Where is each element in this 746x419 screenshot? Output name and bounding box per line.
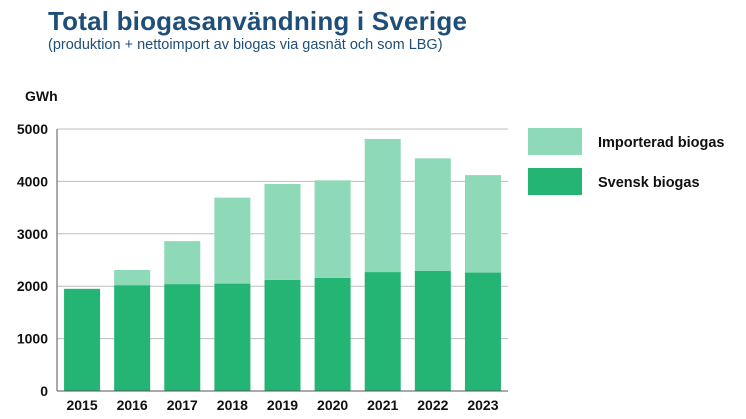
bar-importerad-biogas bbox=[414, 158, 451, 272]
axes: GWh 0 1000 2000 3000 4000 5000 2015 2016 2017 2018… bbox=[17, 88, 508, 413]
bar-importerad-biogas bbox=[464, 175, 501, 273]
bar-importerad-biogas bbox=[314, 180, 351, 278]
legend-importerad-biogas-label: Importerad biogas bbox=[598, 135, 725, 151]
x-tick-label: 2023 bbox=[467, 397, 498, 413]
bar-svensk-biogas bbox=[264, 279, 301, 391]
x-tick-label: 2020 bbox=[317, 397, 348, 413]
legend-svensk-biogas-swatch bbox=[528, 168, 582, 195]
bar-svensk-biogas bbox=[314, 277, 351, 391]
x-tick-label: 2021 bbox=[367, 397, 398, 413]
legend-svensk-biogas-label: Svensk biogas bbox=[598, 175, 700, 191]
y-tick-label: 4000 bbox=[17, 173, 48, 189]
x-tick-label: 2019 bbox=[267, 397, 298, 413]
bar-svensk-biogas bbox=[364, 272, 401, 391]
bar-importerad-biogas bbox=[264, 184, 301, 280]
y-tick-label: 2000 bbox=[17, 278, 48, 294]
bar-importerad-biogas bbox=[164, 241, 201, 285]
legend-importerad-biogas-swatch bbox=[528, 128, 582, 155]
y-tick-label: 0 bbox=[40, 383, 48, 399]
bar-svensk-biogas bbox=[114, 285, 151, 391]
x-tick-label: 2018 bbox=[217, 397, 248, 413]
chart-subtitle: (produktion + nettoimport av biogas via … bbox=[48, 37, 443, 53]
x-tick-label: 2015 bbox=[66, 397, 97, 413]
bar-importerad-biogas bbox=[114, 269, 151, 286]
bar-svensk-biogas bbox=[164, 284, 201, 391]
bar-svensk-biogas bbox=[414, 271, 451, 391]
x-tick-label: 2016 bbox=[117, 397, 148, 413]
legend: Importerad biogas Svensk biogas bbox=[528, 128, 725, 195]
bars bbox=[64, 138, 501, 391]
bar-svensk-biogas bbox=[464, 272, 501, 391]
bar-importerad-biogas bbox=[214, 197, 251, 284]
x-tick-label: 2022 bbox=[417, 397, 448, 413]
y-tick-label: 1000 bbox=[17, 331, 48, 347]
y-tick-label: 5000 bbox=[17, 121, 48, 137]
y-tick-label: 3000 bbox=[17, 226, 48, 242]
y-axis-unit-label: GWh bbox=[25, 88, 58, 104]
bar-importerad-biogas bbox=[364, 138, 401, 273]
chart-title: Total biogasanvändning i Sverige bbox=[48, 6, 468, 36]
x-tick-label: 2017 bbox=[167, 397, 198, 413]
bar-svensk-biogas bbox=[64, 288, 101, 391]
bar-svensk-biogas bbox=[214, 283, 251, 391]
